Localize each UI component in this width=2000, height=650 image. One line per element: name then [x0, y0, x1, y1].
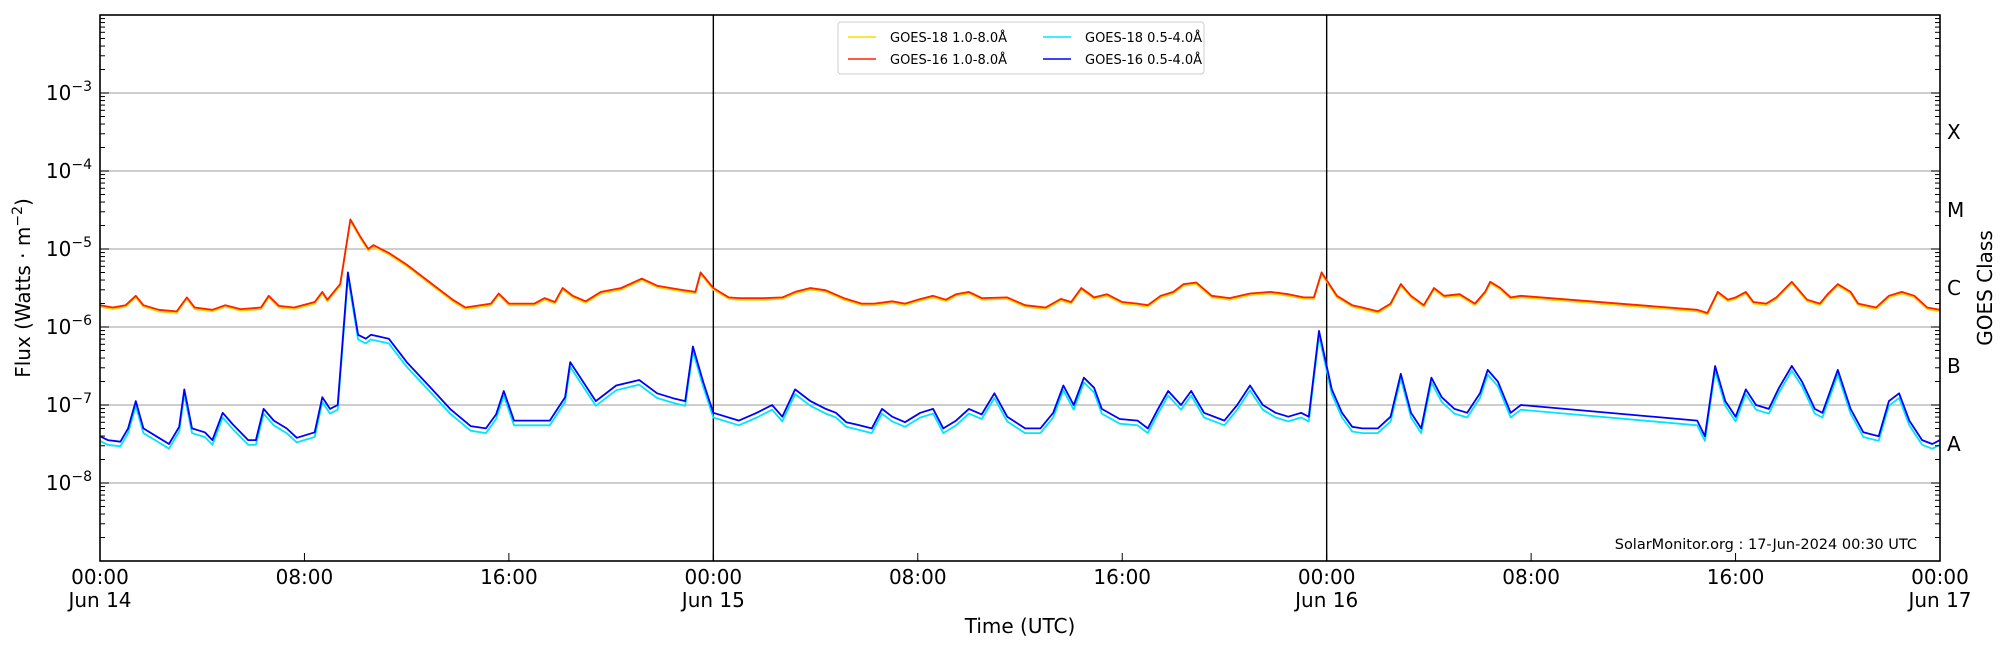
- day-boundary-lines: [712, 15, 1328, 561]
- legend: GOES-18 1.0-8.0Å GOES-18 0.5-4.0Å GOES-16 …: [837, 21, 1205, 75]
- svg-text:08:00: 08:00: [1502, 565, 1560, 589]
- svg-text:00:00: 00:00: [685, 565, 743, 589]
- goes-class-labels: X M C B A: [1947, 120, 1964, 456]
- gridlines: [100, 92, 1940, 484]
- series-lines: [99, 218, 1941, 450]
- svg-text:A: A: [1947, 432, 1961, 456]
- svg-text:Jun 17: Jun 17: [1906, 588, 1971, 612]
- svg-text:08:00: 08:00: [276, 565, 334, 589]
- svg-text:M: M: [1947, 198, 1964, 222]
- svg-text:Jun 14: Jun 14: [66, 588, 131, 612]
- svg-text:16:00: 16:00: [1707, 565, 1765, 589]
- y-axis-label: Flux (Watts · m−2): [10, 198, 35, 378]
- svg-text:16:00: 16:00: [480, 565, 538, 589]
- svg-text:10−4: 10−4: [46, 157, 92, 183]
- svg-text:10−6: 10−6: [46, 313, 92, 339]
- series-goes-18-0-5-4-0-: [99, 276, 1941, 450]
- right-axis-label: GOES Class: [1973, 230, 1997, 346]
- svg-text:B: B: [1947, 354, 1961, 378]
- svg-text:16:00: 16:00: [1093, 565, 1151, 589]
- series-goes-16-1-0-8-0-: [99, 218, 1941, 314]
- svg-text:10−8: 10−8: [46, 469, 92, 495]
- legend-entry: GOES-16 1.0-8.0Å: [890, 52, 1007, 68]
- source-annotation: SolarMonitor.org : 17-Jun-2024 00:30 UTC: [1615, 537, 1917, 553]
- x-axis-label: Time (UTC): [964, 614, 1076, 638]
- svg-text:00:00: 00:00: [1298, 565, 1356, 589]
- series-goes-18-1-0-8-0-: [99, 219, 1941, 316]
- legend-entry: GOES-16 0.5-4.0Å: [1085, 52, 1202, 68]
- plot-frame: [99, 14, 1941, 562]
- svg-text:08:00: 08:00: [889, 565, 947, 589]
- y-axis-ticks: 10−3 10−4 10−5 10−6 10−7 10−8: [46, 18, 1940, 562]
- svg-text:10−5: 10−5: [46, 235, 92, 261]
- svg-text:00:00: 00:00: [1911, 565, 1969, 589]
- legend-entry: GOES-18 1.0-8.0Å: [890, 30, 1007, 46]
- svg-text:00:00: 00:00: [71, 565, 129, 589]
- svg-text:10−7: 10−7: [46, 391, 92, 417]
- svg-text:C: C: [1947, 276, 1961, 300]
- svg-text:10−3: 10−3: [46, 79, 92, 105]
- svg-text:Jun 15: Jun 15: [680, 588, 745, 612]
- svg-text:X: X: [1947, 120, 1961, 144]
- svg-text:Jun 16: Jun 16: [1293, 588, 1358, 612]
- series-goes-16-0-5-4-0-: [99, 271, 1941, 445]
- legend-entry: GOES-18 0.5-4.0Å: [1085, 30, 1202, 46]
